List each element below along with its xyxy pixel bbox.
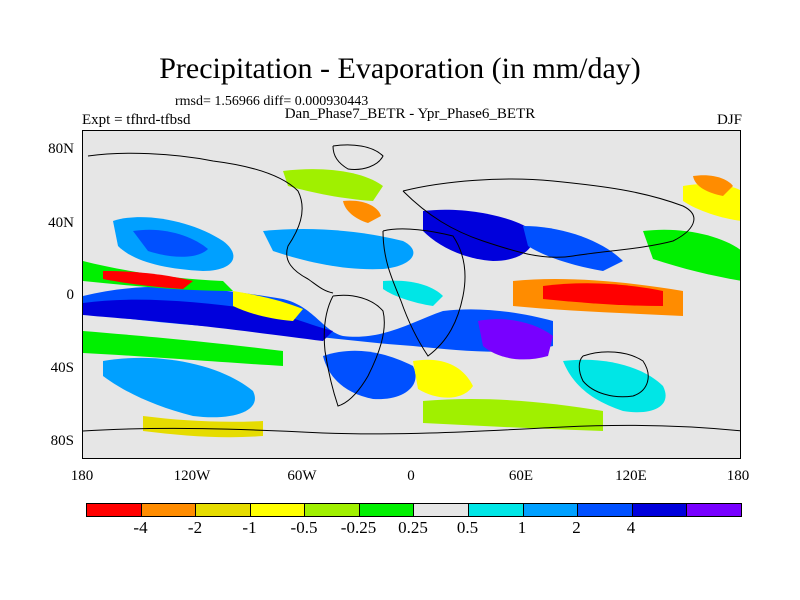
coast-south-america	[323, 294, 385, 407]
field-yellow-spac	[143, 416, 263, 438]
field-shading	[83, 169, 740, 438]
field-sam-blue	[323, 350, 416, 400]
colorbar	[86, 503, 742, 517]
coast-north-america	[87, 152, 334, 294]
coastlines	[83, 144, 740, 435]
colorbar-label: -1	[242, 518, 257, 537]
field-green-3	[423, 399, 603, 431]
x-tick-180e: 180	[726, 468, 750, 484]
field-yellow-pac	[233, 291, 303, 321]
precipitation-map	[82, 130, 741, 459]
stats-text: rmsd= 1.56966 diff= 0.000930443	[175, 94, 369, 109]
colorbar-swatch	[87, 504, 142, 516]
coast-eurasia	[402, 178, 695, 258]
colorbar-label: 0.5	[456, 518, 479, 537]
field-red-wp	[543, 283, 663, 306]
field-tropical-dark	[83, 299, 333, 341]
field-spac-blue	[103, 357, 255, 418]
field-australia-blue	[563, 359, 666, 413]
chart-subtitle: Dan_Phase7_BETR - Ypr_Phase6_BETR	[284, 106, 536, 122]
x-tick-120e: 120E	[615, 468, 647, 484]
field-indian-purple	[478, 319, 553, 360]
field-npac-dark	[133, 229, 208, 257]
x-tick-0: 0	[407, 468, 415, 484]
colorbar-swatch	[414, 504, 470, 516]
field-asia-dark	[423, 209, 534, 261]
colorbar-swatch	[250, 504, 306, 516]
coast-australia	[578, 351, 649, 398]
field-cyan-1	[383, 280, 443, 306]
y-tick-40n: 40N	[48, 215, 74, 231]
field-red-spot	[103, 271, 193, 289]
season-label: DJF	[716, 112, 742, 128]
x-tick-180w: 180	[70, 468, 94, 484]
field-green-4	[643, 229, 740, 281]
x-tick-120w: 120W	[173, 468, 211, 484]
y-tick-40s: 40S	[50, 360, 74, 376]
colorbar-swatch	[523, 504, 579, 516]
field-orange-atl	[343, 200, 381, 223]
colorbar-label: -2	[187, 518, 203, 537]
colorbar-label: 0.25	[398, 518, 428, 537]
colorbar-label: -0.5	[290, 518, 318, 537]
colorbar-swatch	[469, 504, 524, 516]
colorbar-swatch	[196, 504, 251, 516]
y-tick-80n: 80N	[48, 141, 74, 157]
x-tick-60e: 60E	[508, 468, 534, 484]
experiment-label: Expt = tfhrd-tfbsd	[82, 112, 191, 128]
colorbar-swatch	[305, 504, 360, 516]
colorbar-swatch	[632, 504, 688, 516]
coast-greenland	[332, 144, 384, 170]
map-canvas	[83, 144, 740, 438]
chart-title: Precipitation - Evaporation (in mm/day)	[159, 52, 641, 85]
colorbar-swatch	[687, 504, 741, 516]
field-yellow-sao	[413, 359, 473, 398]
x-tick-60w: 60W	[287, 468, 317, 484]
field-orange-np	[693, 175, 733, 196]
colorbar-swatch	[578, 504, 633, 516]
field-green-5	[283, 169, 383, 201]
coast-antarctica	[83, 424, 740, 435]
field-asia-blue	[523, 226, 623, 271]
coast-africa	[382, 228, 466, 357]
colorbar-label: -0.25	[340, 518, 377, 537]
field-green-2	[83, 331, 283, 366]
colorbar-label: 1	[517, 518, 527, 537]
colorbar-swatch	[141, 504, 197, 516]
colorbar-label: 2	[572, 518, 581, 537]
y-tick-80s: 80S	[50, 433, 74, 449]
field-natl-blue	[263, 229, 414, 270]
colorbar-label: 4	[626, 518, 636, 537]
y-tick-0: 0	[66, 287, 75, 303]
colorbar-label: -4	[133, 518, 148, 537]
colorbar-swatch	[359, 504, 415, 516]
